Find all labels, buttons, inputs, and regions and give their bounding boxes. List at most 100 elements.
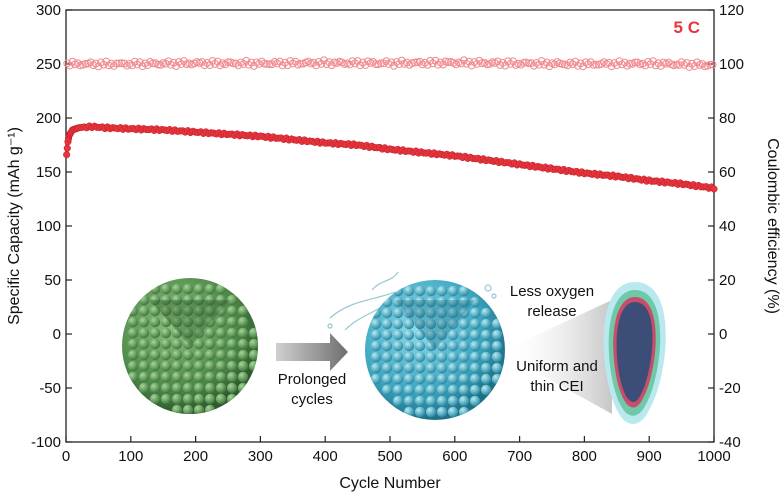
sphere-bead [392,351,404,363]
sphere-bead [414,285,426,297]
ce-point [644,58,652,66]
sphere-bead [381,384,393,396]
sphere-bead [469,395,481,407]
sphere-bead [370,329,382,341]
sphere-bead [171,294,183,306]
sphere-bead [447,406,459,418]
ce-point [428,59,437,68]
sphere-bead [204,393,216,405]
sphere-bead [171,349,183,361]
sphere-bead [469,362,481,374]
y2-tick-label: 80 [719,110,736,127]
sphere-bead [447,395,459,407]
sphere-bead [469,373,481,385]
sphere-bead [469,318,481,330]
sphere-bead [491,318,503,330]
ce-point [268,60,276,69]
ce-point [431,56,440,65]
ce-point [320,56,328,65]
ce-point [275,57,284,66]
ce-point [579,62,588,71]
ce-point [654,59,663,68]
sphere-bead [182,393,194,405]
sphere-bead [226,316,238,328]
sphere-bead [458,285,470,297]
ce-point [283,61,292,70]
sphere-bead [392,395,404,407]
ce-point [574,61,582,70]
ce-point [651,61,660,70]
sphere-bead [193,294,205,306]
pristine-particle [122,278,258,414]
sphere-bead [237,360,249,372]
x-tick-label: 900 [637,448,662,465]
sphere-bead [403,296,415,308]
sphere-bead [425,406,437,418]
y2-tick-label: 120 [719,2,744,19]
ce-point [444,58,453,67]
sphere-bead [425,329,437,341]
ce-point [174,58,183,66]
sphere-bead [138,316,150,328]
ce-point [610,59,619,67]
rate-label: 5 C [674,18,700,37]
sphere-bead [226,349,238,361]
coulombic-efficiency-series [63,56,717,71]
y-tick-label: 250 [36,56,61,73]
sphere-bead [171,404,183,414]
sphere-bead [182,338,194,350]
sphere-bead [469,384,481,396]
sphere-bead [215,393,227,405]
sphere-bead [138,360,150,372]
sphere-bead [193,360,205,372]
sphere-bead [171,371,183,383]
sphere-bead [215,316,227,328]
ce-point [224,58,232,66]
ce-point [550,60,559,69]
sphere-bead [138,371,150,383]
ce-point [356,61,365,70]
ce-point [94,62,103,71]
ce-point [161,59,170,68]
ce-point [379,59,388,68]
ce-point [452,60,460,69]
sphere-bead [237,349,249,361]
sphere-bead [226,371,238,383]
x-tick-label: 600 [442,448,467,465]
sphere-bead [381,351,393,363]
ce-point [327,61,336,70]
sphere-bead [171,360,183,372]
sphere-bead [370,307,382,319]
sphere-bead [403,351,415,363]
sphere-bead [436,285,448,297]
sphere-bead [204,338,216,350]
sphere-bead [447,373,459,385]
ce-point [97,58,105,67]
y2-tick-label: 0 [719,326,727,343]
ce-point [369,58,378,66]
sphere-bead [392,362,404,374]
ce-point [708,60,717,69]
ce-point [392,58,401,66]
cei-label-line2: thin CEI [530,378,583,395]
sphere-bead [193,305,205,317]
sphere-bead [138,349,150,361]
sphere-bead [392,329,404,341]
sphere-bead [425,373,437,385]
ce-point [278,61,287,70]
sphere-bead [491,351,503,363]
capacity-point [63,151,71,159]
sphere-bead [171,305,183,317]
sphere-bead [447,307,459,319]
ce-point [402,58,411,67]
sphere-bead [447,285,459,297]
sphere-bead [458,296,470,308]
sphere-bead [138,294,150,306]
prolonged-cycles-arrow [276,333,348,371]
sphere-bead [215,327,227,339]
sphere-bead [414,307,426,319]
ce-point [682,59,691,67]
sphere-bead [215,305,227,317]
sphere-bead [237,338,249,350]
sphere-bead [248,349,258,361]
